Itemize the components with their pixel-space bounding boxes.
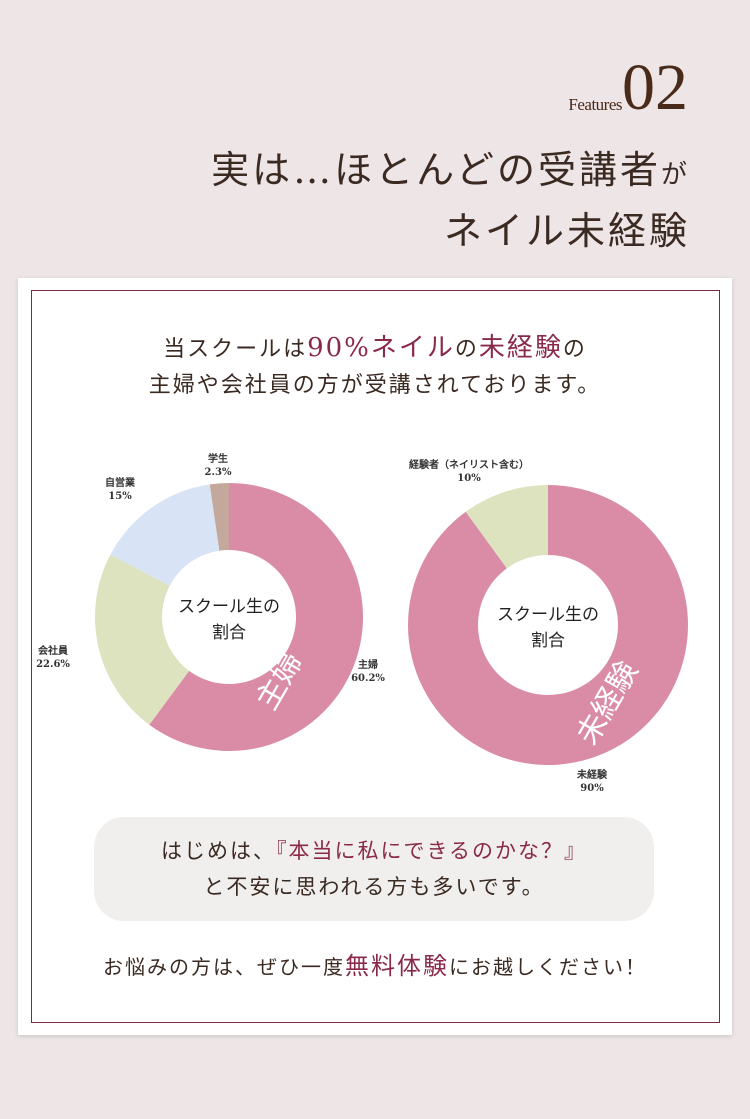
- card-border: [31, 290, 720, 1023]
- speech-bubble: はじめは、『本当に私にできるのかな？』 と不安に思われる方も多いです。: [94, 817, 654, 921]
- free-trial-accent: 無料体験: [345, 952, 449, 980]
- slice-label: 学生: [208, 452, 228, 465]
- slice-value-label: 15%: [108, 491, 132, 502]
- features-heading: Features 02: [568, 55, 688, 121]
- slice-value-label: 90%: [580, 783, 604, 794]
- bubble-accent: 『本当に私にできるのかな？』: [275, 839, 588, 863]
- lead-text: 当スクールは90%ネイルの未経験の 主婦や会社員の方が受講されております。: [18, 330, 732, 404]
- features-number: 02: [622, 51, 688, 124]
- bubble-line2: と不安に思われる方も多いです。: [203, 875, 545, 899]
- closing-part: お悩みの方は、ぜひ一度: [103, 955, 345, 979]
- donut-charts: 主婦60.2%会社員22.6%自営業15%学生2.3%スクール生の割合主婦未経験…: [36, 452, 688, 794]
- lead-part: の: [454, 337, 479, 362]
- donut-slice-0-1: [95, 554, 190, 725]
- donut-slice-0-0: [149, 483, 364, 751]
- donut-slice-0-2: [110, 484, 220, 586]
- lead-accent: 90%ネイル: [307, 333, 455, 363]
- content-card: 当スクールは90%ネイルの未経験の 主婦や会社員の方が受講されております。 主婦…: [18, 278, 732, 1035]
- donut-center-label: スクール生の: [497, 605, 599, 625]
- page-title: 実は…ほとんどの受講者が ネイル未経験: [211, 142, 690, 259]
- donut-slice-1-1: [465, 485, 548, 569]
- slice-label: 未経験: [576, 768, 608, 781]
- slice-value-label: 22.6%: [36, 659, 70, 670]
- title-line1: 実は…ほとんどの受講者: [211, 148, 661, 192]
- lead-line2: 主婦や会社員の方が受講されております。: [148, 373, 602, 398]
- features-label: Features: [568, 95, 622, 114]
- bubble-text: はじめは、: [160, 839, 276, 863]
- title-line1-suffix: が: [660, 160, 690, 190]
- title-line2: ネイル未経験: [443, 209, 690, 253]
- slice-value-label: 60.2%: [351, 673, 385, 684]
- lead-accent: 未経験: [478, 333, 563, 363]
- slice-label: 会社員: [38, 644, 68, 657]
- donut-center-label: 割合: [531, 631, 565, 651]
- lead-part: 当スクールは: [163, 337, 308, 362]
- donut-center-label: 割合: [212, 623, 246, 643]
- closing-part: にお越しください！: [449, 955, 647, 979]
- lead-part: の: [562, 337, 587, 362]
- slice-label: 主婦: [358, 658, 378, 671]
- donut-slice-0-3: [209, 483, 229, 551]
- closing-text: お悩みの方は、ぜひ一度無料体験にお越しください！: [18, 946, 732, 981]
- donut-slice-1-0: [408, 485, 688, 765]
- slice-value-label: 2.3%: [205, 467, 232, 478]
- slice-value-label: 10%: [457, 473, 481, 484]
- slice-label: 経験者（ネイリスト含む）: [409, 458, 529, 471]
- donut-center-label: スクール生の: [178, 597, 280, 617]
- slice-label: 自営業: [105, 476, 136, 489]
